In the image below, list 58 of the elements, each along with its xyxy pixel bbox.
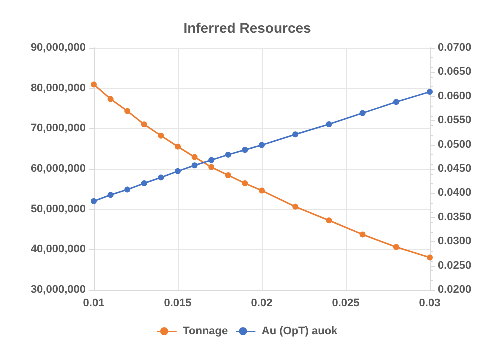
y2-tick-label: 0.0350 [438,211,472,224]
point [292,132,299,138]
point [108,96,114,102]
point [259,188,265,194]
y-tick-label: 40,000,000 [30,244,86,256]
point [225,152,232,158]
y-tick-label: 70,000,000 [30,122,86,135]
y-tick-label: 90,000,000 [30,42,86,54]
y2-tick-label: 0.0650 [438,66,472,78]
point [141,180,148,187]
point [208,164,215,170]
point [158,132,164,139]
x-tick-label: 0.03 [419,298,441,310]
y2-tick-label: 0.0500 [438,138,472,151]
legend-label: Au (OpT) auok [262,326,339,338]
y2-tick-label: 0.0600 [438,90,472,102]
point [208,157,215,164]
y-tick-label: 80,000,000 [30,82,86,94]
chart-title: Inferred Resources [184,20,312,36]
x-tick-label: 0.01 [83,298,105,310]
y2-tick-label: 0.0200 [438,284,472,296]
y2-tick-label: 0.0700 [438,42,472,54]
point [427,254,433,261]
y-tick-label: 30,000,000 [30,284,86,296]
y2-tick-label: 0.0450 [438,163,472,175]
x-tick-label: 0.025 [332,298,360,310]
point [91,82,97,88]
y2-tick-label: 0.0550 [438,114,472,127]
point [326,121,332,128]
point [393,244,400,250]
point [292,204,299,210]
point [242,147,248,154]
point [192,162,198,169]
point [360,110,366,116]
point [192,154,198,160]
point [427,89,433,96]
y2-tick-label: 0.0250 [438,260,472,272]
point [326,218,332,224]
y-tick-label: 60,000,000 [30,163,86,175]
y-tick-label: 50,000,000 [30,203,86,216]
y2-tick-label: 0.0400 [438,187,472,200]
y2-tick-label: 0.0300 [438,236,472,248]
point [242,180,248,187]
legend-label: Tonnage [183,326,228,338]
point [393,99,400,106]
point [175,168,181,174]
point [360,232,366,238]
point [225,172,232,178]
point [259,142,265,148]
x-tick-label: 0.02 [251,298,273,310]
point [175,144,181,150]
point [108,192,114,198]
point [91,198,97,204]
point [158,174,164,181]
point [124,186,131,193]
x-tick-label: 0.015 [164,298,192,310]
point [141,122,148,128]
point [124,108,131,114]
